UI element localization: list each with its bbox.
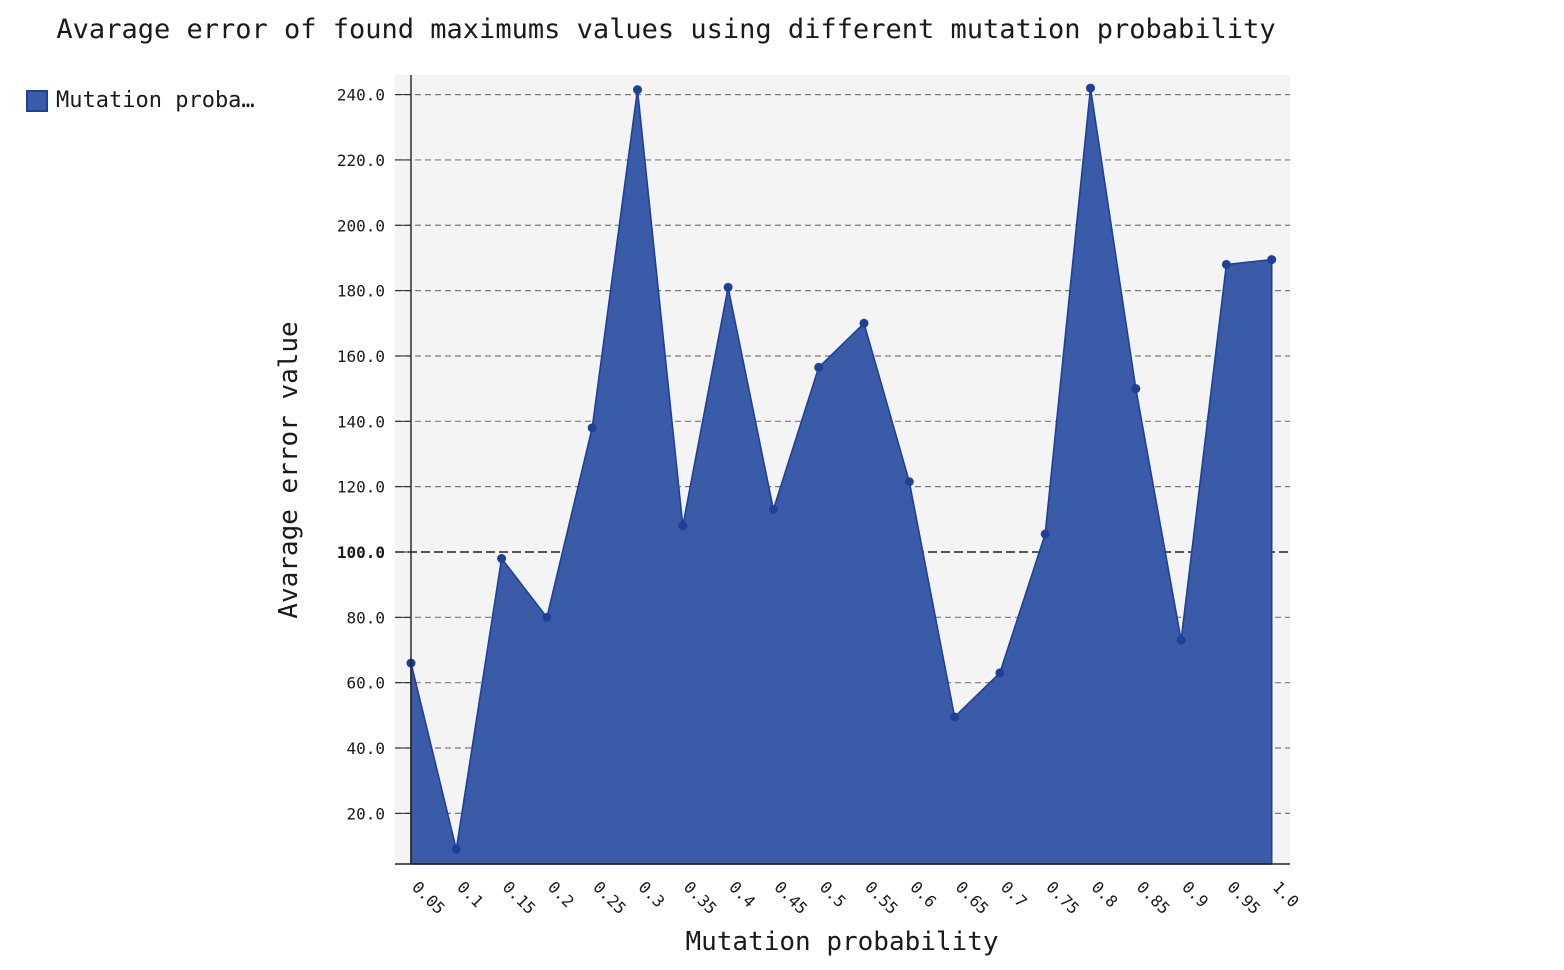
y-tick-label: 120.0	[337, 478, 385, 497]
data-point	[1267, 255, 1277, 265]
data-point	[587, 423, 597, 433]
x-tick-label: 0.3	[635, 877, 669, 911]
y-tick-label: 140.0	[337, 412, 385, 431]
data-point	[768, 505, 778, 515]
y-tick-label: 200.0	[337, 216, 385, 235]
data-point	[1040, 529, 1050, 539]
data-point	[859, 318, 869, 328]
x-tick-label: 0.6	[906, 877, 940, 911]
y-tick-label: 80.0	[346, 608, 385, 627]
y-tick-label: 60.0	[346, 674, 385, 693]
y-tick-labels: 20.0 40.0 60.0 80.0 100.0 120.0 140.0 160.0 180.…	[337, 86, 411, 823]
x-tick-label: 0.05	[408, 877, 449, 918]
x-tick-label: 0.65	[952, 877, 993, 918]
x-tick-label: 0.95	[1224, 877, 1265, 918]
x-tick-label: 0.4	[725, 877, 759, 911]
y-tick-label: 180.0	[337, 282, 385, 301]
x-tick-label: 0.7	[997, 877, 1031, 911]
x-tick-label: 1.0	[1269, 877, 1303, 911]
y-tick-label: 240.0	[337, 86, 385, 105]
x-tick-label: 0.8	[1088, 877, 1122, 911]
data-point	[1086, 83, 1095, 93]
x-tick-label: 0.1	[453, 877, 487, 911]
legend-swatch	[26, 89, 48, 112]
x-tick-label: 0.25	[589, 877, 630, 918]
data-point	[995, 668, 1005, 678]
data-point	[1221, 259, 1231, 269]
x-tick-label: 0.9	[1178, 877, 1212, 911]
data-point	[904, 477, 914, 487]
legend: Mutation proba…	[26, 88, 255, 113]
x-tick-label: 0.35	[680, 877, 721, 918]
x-tick-label: 0.85	[1133, 877, 1174, 918]
x-axis-title: Mutation probability	[685, 927, 998, 957]
y-axis-title: Avarage error value	[274, 321, 304, 618]
y-tick-label: 40.0	[346, 739, 385, 758]
data-point	[497, 554, 507, 564]
y-tick-label: 20.0	[346, 804, 385, 823]
x-tick-label: 0.15	[499, 877, 540, 918]
data-point	[451, 844, 461, 854]
data-point	[950, 712, 960, 722]
data-point	[542, 612, 552, 622]
data-point	[1176, 635, 1186, 645]
data-point	[678, 521, 688, 531]
x-tick-label: 0.45	[771, 877, 812, 918]
data-point	[1131, 384, 1141, 394]
y-tick-label: 220.0	[337, 151, 385, 170]
legend-label: Mutation proba…	[56, 88, 255, 113]
data-point	[723, 282, 733, 292]
chart-title: Avarage error of found maximums values u…	[56, 14, 1276, 45]
x-tick-label: 0.2	[544, 877, 578, 911]
data-points	[406, 83, 1277, 854]
y-tick-label: 100.0	[337, 543, 385, 562]
x-tick-label: 0.5	[816, 877, 850, 911]
x-tick-labels: 0.05 0.1 0.15 0.2 0.25 0.3 0.35 0.4 0.45 0.5 0.55 0…	[408, 877, 1303, 918]
y-tick-label: 160.0	[337, 347, 385, 366]
x-tick-label: 0.55	[861, 877, 902, 918]
x-tick-label: 0.75	[1042, 877, 1083, 918]
data-point	[814, 362, 824, 372]
data-point	[633, 85, 642, 95]
